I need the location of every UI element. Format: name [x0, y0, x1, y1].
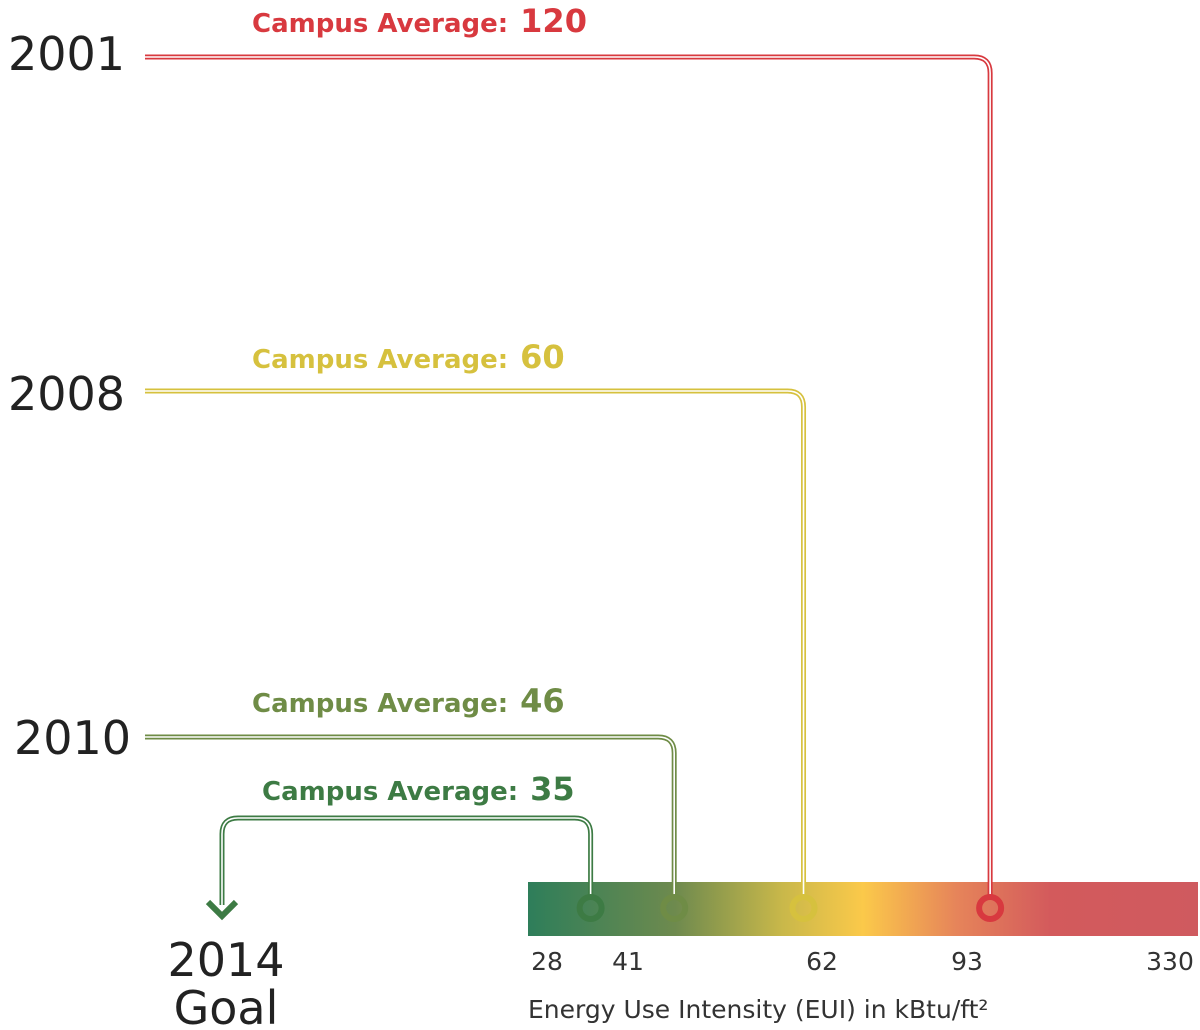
scale-tick-label: 93	[951, 947, 983, 976]
average-value: 46	[520, 682, 565, 720]
average-text: Campus Average:	[252, 689, 508, 719]
average-text: Campus Average:	[252, 345, 508, 375]
connector-line-inner	[221, 817, 592, 905]
value-marker	[976, 894, 1005, 922]
average-label: Campus Average: 46	[252, 682, 565, 720]
connector-line-inner	[145, 736, 675, 896]
average-label: Campus Average: 60	[252, 338, 565, 376]
value-marker	[660, 894, 689, 922]
average-text: Campus Average:	[252, 9, 508, 39]
value-marker	[576, 894, 605, 922]
year-label: 2010	[14, 711, 131, 765]
axis-label: Energy Use Intensity (EUI) in kBtu/ft²	[528, 995, 988, 1024]
goal-label: Goal	[174, 981, 279, 1030]
goal-arrow	[205, 899, 239, 921]
average-value: 35	[530, 770, 575, 808]
average-text: Campus Average:	[262, 777, 518, 807]
year-label: 2008	[8, 367, 125, 421]
year-label: 2014	[167, 933, 284, 987]
scale-tick-label: 28	[531, 947, 563, 976]
average-value: 120	[520, 2, 587, 40]
eui-gradient-bar	[528, 882, 1198, 936]
connector-line-inner	[145, 56, 991, 896]
scale-tick-label: 62	[806, 947, 838, 976]
value-marker	[789, 894, 818, 922]
scale-tick-label: 41	[612, 947, 644, 976]
average-label: Campus Average: 35	[262, 770, 575, 808]
year-label: 2001	[8, 27, 125, 81]
connector-line-inner	[145, 390, 805, 896]
scale-tick-label: 330	[1146, 947, 1194, 976]
average-label: Campus Average: 120	[252, 2, 587, 40]
average-value: 60	[520, 338, 565, 376]
